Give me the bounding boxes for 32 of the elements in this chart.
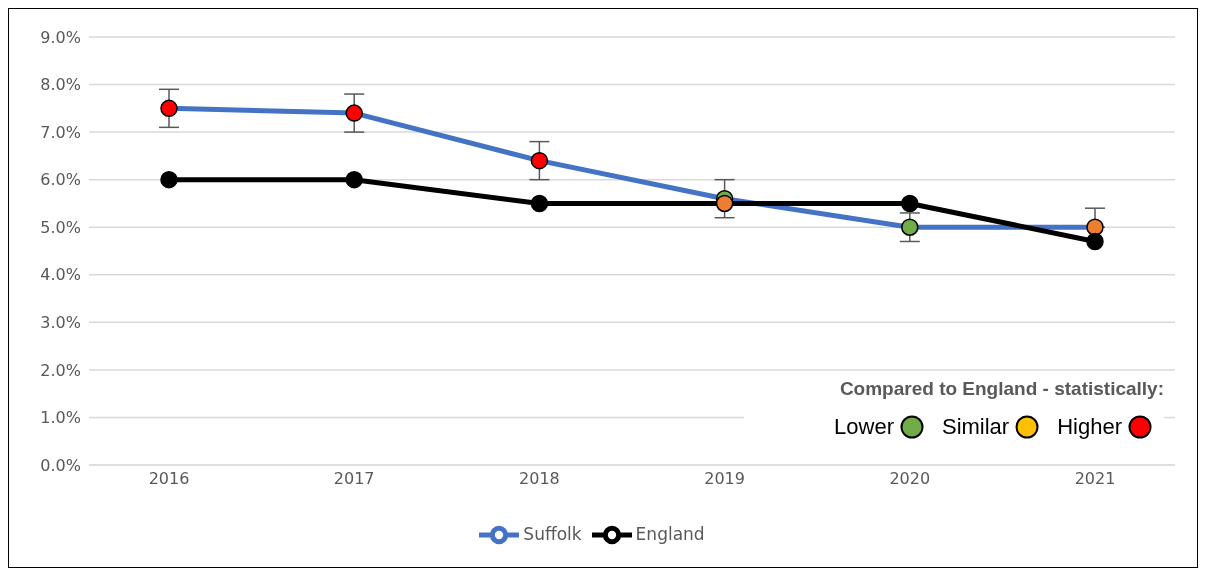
y-tick-label: 9.0% — [40, 27, 81, 47]
point — [1086, 232, 1104, 251]
x-tick-label: 2018 — [519, 469, 560, 489]
annotation: Compared to England - statistically: — [838, 378, 1164, 401]
x-tick-label: 2020 — [889, 469, 931, 489]
annotation: Lower — [834, 414, 894, 440]
y-tick-label: 8.0% — [40, 75, 81, 95]
point — [345, 170, 363, 189]
legend-label: Suffolk — [523, 524, 582, 544]
y-tick-label: 6.0% — [40, 170, 81, 190]
x-tick-label: 2017 — [333, 469, 375, 489]
point — [530, 151, 549, 170]
annotation: Similar — [941, 414, 1010, 440]
x-tick-label: 2016 — [148, 469, 190, 489]
y-tick-label: 1.0% — [40, 408, 81, 428]
point — [901, 194, 919, 213]
y-tick-label: 5.0% — [40, 217, 81, 237]
point — [901, 218, 919, 236]
point — [715, 194, 734, 213]
x-tick-label: 2019 — [704, 469, 745, 489]
y-tick-label: 3.0% — [40, 313, 81, 333]
y-tick-label: 0.0% — [40, 455, 81, 475]
legend-label: England — [635, 524, 705, 544]
y-tick-label: 7.0% — [40, 122, 81, 142]
point — [345, 104, 363, 122]
point — [160, 99, 178, 118]
y-tick-label: 2.0% — [40, 360, 81, 380]
point — [530, 194, 549, 213]
y-tick-label: 4.0% — [40, 265, 81, 285]
point — [160, 170, 178, 189]
annotation: Higher — [1057, 414, 1122, 440]
x-tick-label: 2021 — [1074, 469, 1116, 489]
